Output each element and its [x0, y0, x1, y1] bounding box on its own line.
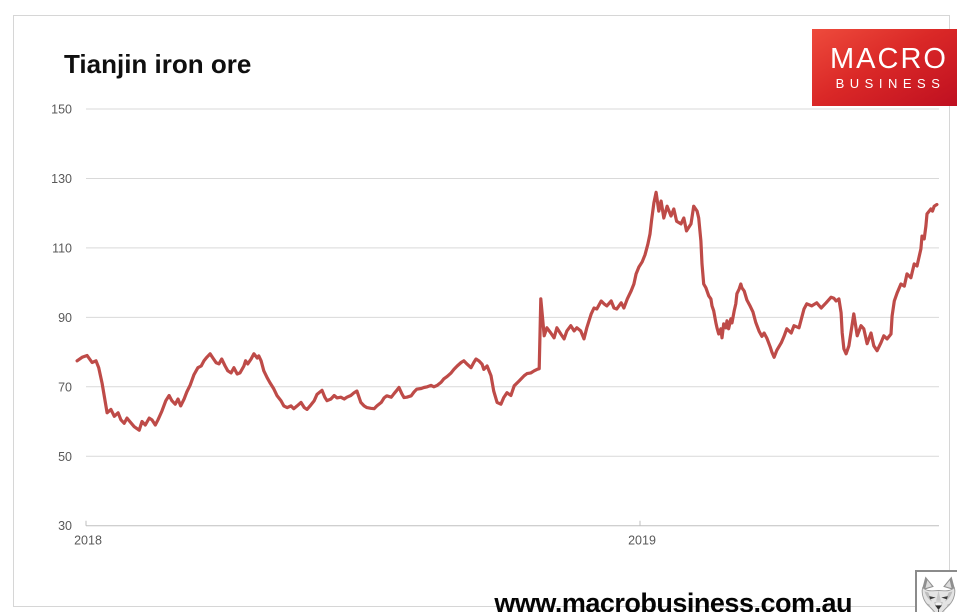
y-tick-label: 70 [58, 380, 72, 394]
y-tick-label: 50 [58, 450, 72, 464]
x-tick-label: 2018 [74, 534, 102, 548]
wolf-logo [915, 570, 957, 612]
logo-text-business: BUSINESS [835, 76, 946, 91]
wolf-icon [921, 576, 956, 612]
x-tick-label: 2019 [628, 534, 656, 548]
footer-url: www.macrobusiness.com.au [494, 588, 852, 612]
price-line [75, 190, 939, 432]
macrobusiness-logo: MACRO BUSINESS [812, 29, 957, 106]
y-tick-label: 90 [58, 311, 72, 325]
y-tick-label: 130 [51, 172, 72, 186]
chart-card: Tianjin iron ore MACRO BUSINESS 150 130 11… [13, 15, 957, 612]
y-tick-label: 150 [51, 103, 72, 117]
chart-title: Tianjin iron ore [64, 49, 252, 79]
y-tick-label: 110 [52, 241, 72, 255]
logo-text-macro: MACRO [830, 43, 948, 75]
y-tick-label: 30 [58, 519, 72, 533]
